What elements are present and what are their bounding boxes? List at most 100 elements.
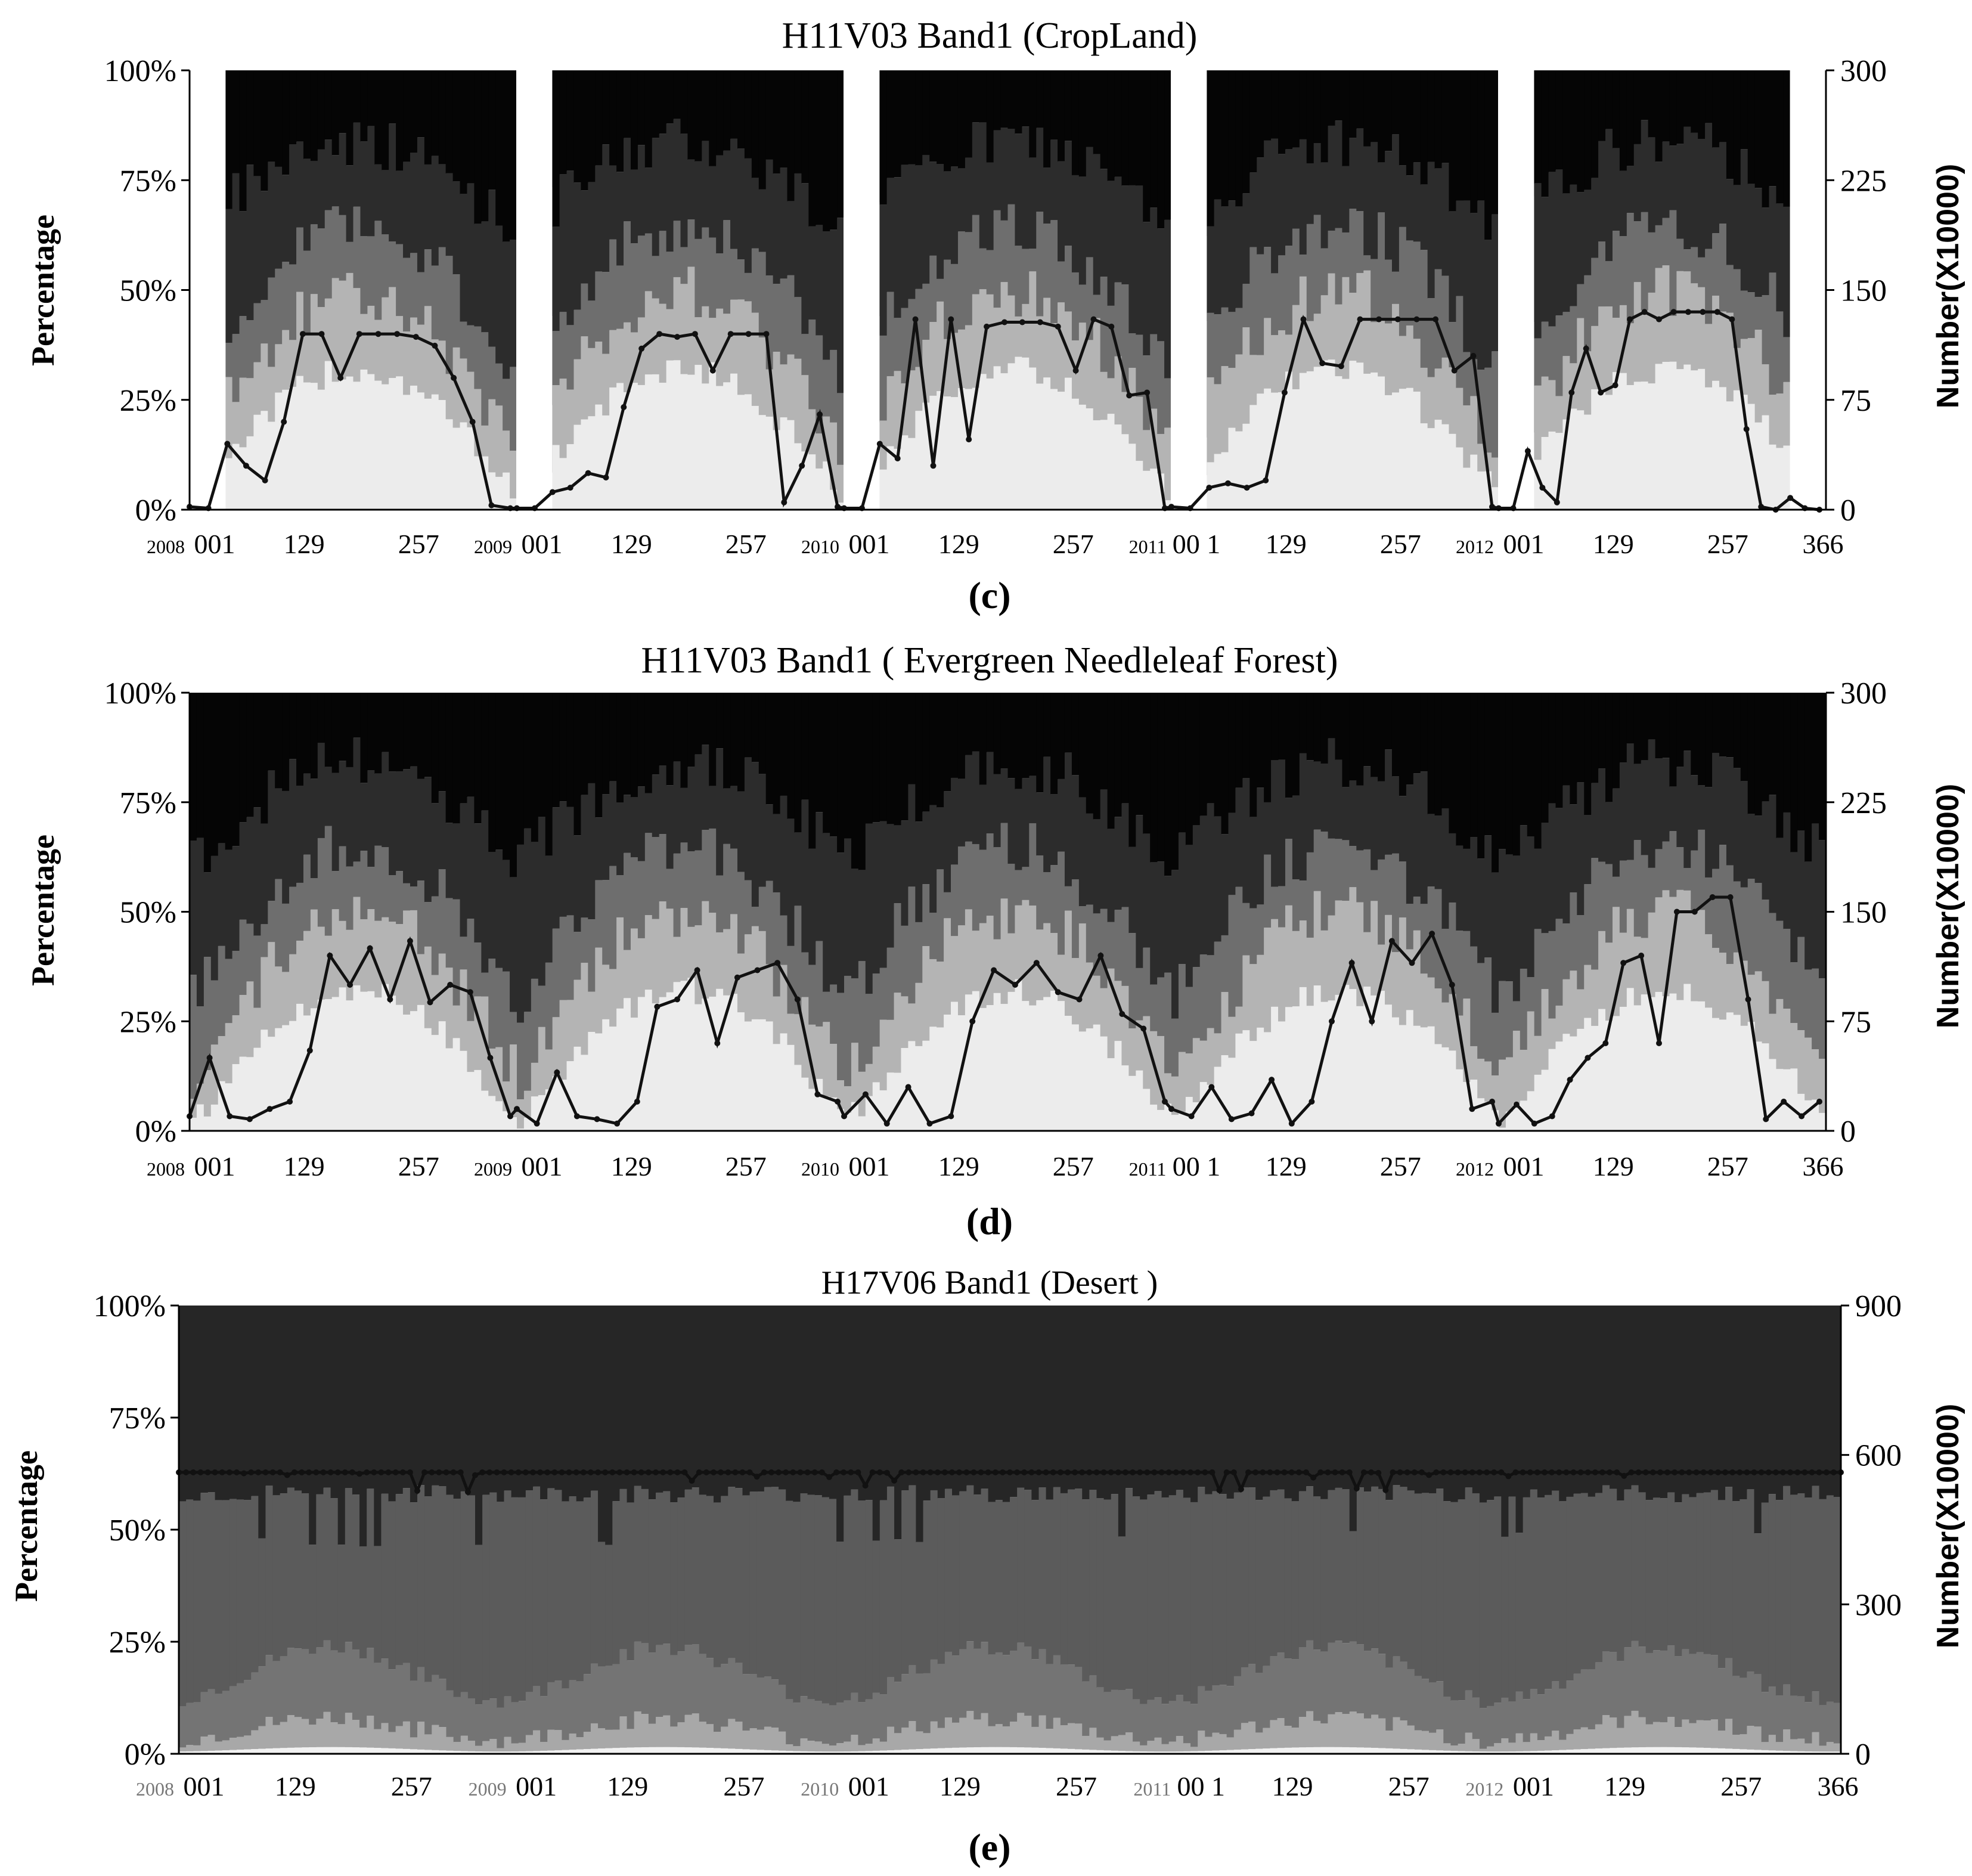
band-segment (844, 693, 852, 839)
band-segment (1071, 1024, 1080, 1131)
band-segment (666, 123, 674, 252)
band-segment (446, 1494, 454, 1691)
band-segment (330, 1650, 339, 1723)
band-segment (309, 1725, 317, 1747)
number-series-point (1151, 1469, 1158, 1475)
band-segment (973, 1306, 982, 1495)
band-segment (1228, 813, 1236, 895)
band-segment (1648, 693, 1656, 740)
number-series-point (826, 1474, 832, 1480)
band-segment (1207, 803, 1215, 956)
band-segment (1769, 444, 1777, 510)
band-segment (588, 991, 596, 1032)
band-segment (1128, 693, 1136, 847)
band-segment (1015, 70, 1022, 134)
band-segment (489, 1751, 497, 1754)
number-series-point (1108, 323, 1115, 330)
band-segment (1414, 1306, 1422, 1494)
band-segment (609, 239, 617, 330)
band-segment (814, 1741, 823, 1752)
y2-tick-label: 0 (1840, 494, 1856, 528)
band-segment (1328, 273, 1336, 360)
band-segment (1501, 1697, 1509, 1739)
band-segment (1761, 1502, 1769, 1692)
band-segment (1633, 382, 1642, 510)
band-segment (410, 766, 418, 887)
band-segment (1598, 1009, 1606, 1131)
band-segment (1499, 1059, 1506, 1128)
band-segment (1705, 1007, 1713, 1131)
band-segment (518, 1701, 526, 1743)
band-segment (886, 1306, 895, 1487)
band-segment (1470, 70, 1478, 213)
band-segment (1140, 1306, 1148, 1500)
band-segment (709, 318, 717, 362)
band-segment (1029, 367, 1037, 510)
band-segment (765, 70, 774, 160)
band-segment (1071, 775, 1080, 880)
band-segment (1185, 693, 1193, 845)
band-segment (503, 860, 510, 972)
number-series-point (1168, 504, 1174, 510)
band-segment (374, 1663, 382, 1729)
band-segment (1257, 904, 1264, 955)
band-segment (410, 70, 418, 153)
band-segment (1449, 903, 1456, 994)
band-segment (735, 1663, 743, 1722)
band-segment (1733, 185, 1741, 269)
band-segment (446, 1690, 454, 1737)
band-segment (844, 975, 852, 1087)
band-segment (858, 1071, 866, 1117)
band-segment (1420, 973, 1428, 1028)
band-segment (583, 1732, 591, 1750)
band-segment (1548, 380, 1556, 432)
band-segment (1598, 390, 1606, 510)
number-series-point (1244, 485, 1250, 491)
band-segment (1804, 861, 1812, 970)
band-segment (296, 141, 304, 228)
number-series-point (1679, 1469, 1685, 1475)
band-segment (756, 1306, 765, 1492)
band-segment (1214, 314, 1222, 384)
band-segment (1465, 1306, 1473, 1488)
band-segment (1378, 1306, 1386, 1489)
band-segment (310, 779, 318, 879)
band-segment (1580, 1306, 1589, 1493)
band-segment (1676, 693, 1684, 767)
band-segment (1199, 954, 1208, 1041)
band-segment (988, 1502, 996, 1655)
band-segment (268, 277, 275, 367)
band-segment (1747, 1672, 1755, 1726)
band-segment (1833, 1306, 1841, 1497)
band-segment (1154, 1751, 1162, 1754)
band-segment (1619, 236, 1627, 305)
band-segment (1285, 70, 1293, 150)
band-segment (396, 1004, 404, 1131)
number-series-point (1539, 485, 1546, 491)
band-segment (467, 427, 475, 510)
band-segment (616, 1008, 624, 1131)
number-series-point (248, 1469, 255, 1475)
number-series-point (930, 463, 937, 469)
band-segment (389, 996, 396, 1131)
band-segment (830, 836, 838, 985)
band-segment (1577, 915, 1585, 990)
band-segment (367, 305, 375, 374)
band-segment (474, 70, 482, 224)
band-segment (374, 1546, 382, 1663)
band-segment (1761, 1306, 1769, 1503)
band-segment (296, 376, 304, 510)
band-segment (424, 398, 432, 510)
band-segment (612, 1306, 621, 1502)
band-segment (573, 979, 582, 1047)
band-segment (1399, 917, 1407, 1025)
band-segment (324, 139, 333, 210)
band-segment (1107, 414, 1115, 510)
y2-tick-label: 150 (1840, 896, 1887, 930)
band-segment (310, 909, 318, 1009)
band-segment (595, 70, 603, 166)
band-segment (944, 1748, 953, 1754)
band-segment (282, 903, 290, 972)
band-segment (1492, 487, 1499, 510)
band-segment (1136, 185, 1143, 335)
